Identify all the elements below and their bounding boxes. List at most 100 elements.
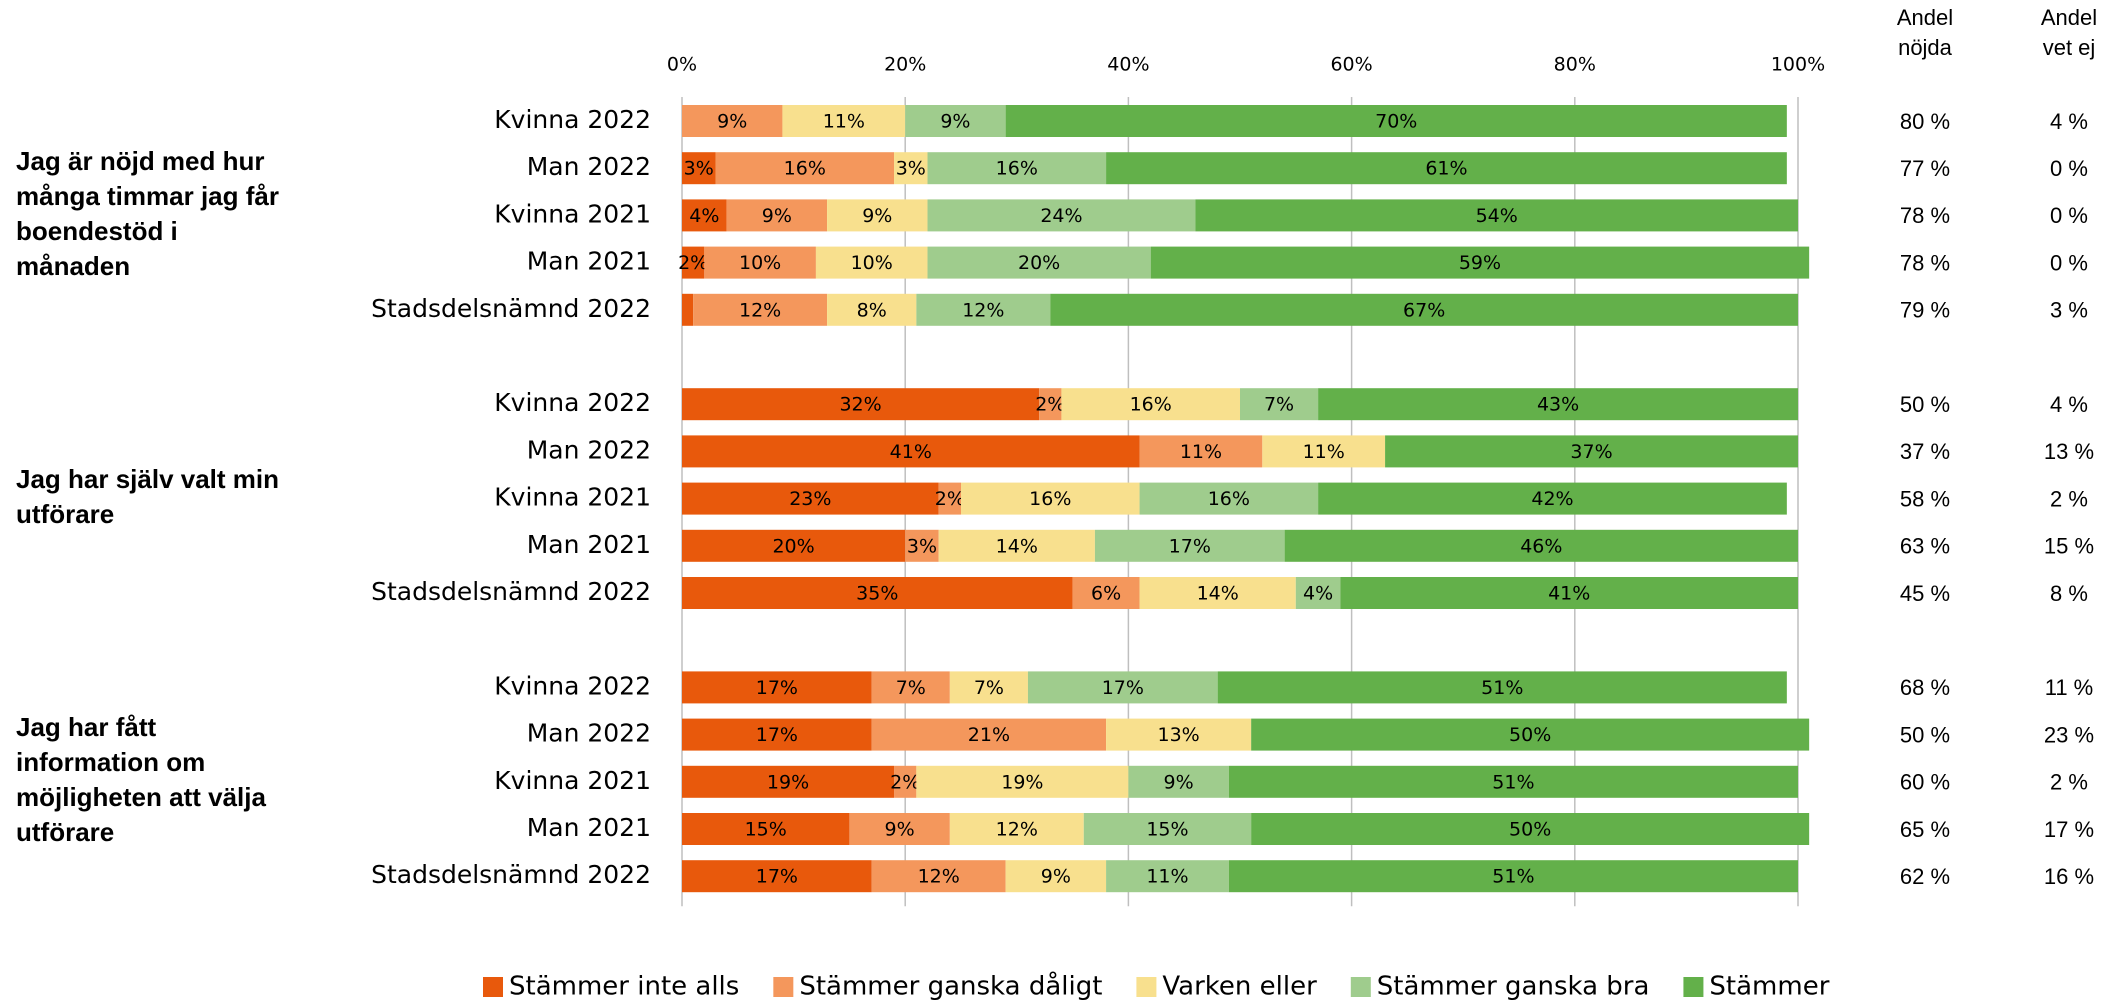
column-value: 17 %: [2044, 817, 2094, 842]
column-header: Andel: [2041, 5, 2097, 30]
column-value: 4 %: [2050, 109, 2088, 134]
value-label: 51%: [1492, 771, 1534, 793]
category-label: Man 2022: [527, 152, 651, 181]
column-value: 11 %: [2045, 675, 2094, 700]
bar-segment: [1262, 435, 1386, 468]
value-label: 16%: [784, 158, 826, 180]
value-label: 3%: [907, 535, 937, 557]
legend-swatch: [1350, 977, 1371, 997]
x-tick-label: 40%: [1107, 54, 1149, 76]
value-label: 42%: [1531, 488, 1573, 510]
group-label: boendestöd i: [16, 216, 178, 246]
value-label: 6%: [1091, 583, 1121, 605]
column-value: 50 %: [1900, 722, 1950, 747]
bar-segment: [1072, 577, 1140, 609]
bar-segment: [1083, 813, 1252, 845]
bar-segment: [693, 293, 828, 326]
value-label: 17%: [756, 724, 798, 746]
value-label: 43%: [1537, 394, 1579, 416]
value-label: 14%: [996, 535, 1038, 557]
bar-segment: [1050, 293, 1798, 326]
group-label: utförare: [16, 499, 114, 529]
column-header: Andel: [1897, 5, 1953, 30]
legend-label: Stämmer: [1709, 972, 1829, 1002]
value-label: 35%: [856, 583, 898, 605]
value-label: 12%: [918, 866, 960, 888]
value-label: 70%: [1375, 111, 1417, 133]
group-label: utförare: [16, 817, 114, 847]
column-value: 3 %: [2050, 298, 2088, 323]
value-label: 2%: [678, 252, 708, 274]
bar-segment: [682, 860, 872, 893]
bar-segment: [1217, 671, 1787, 704]
bar-segment: [682, 435, 1140, 468]
column-value: 65 %: [1900, 817, 1950, 842]
bar-segment: [927, 152, 1107, 185]
value-label: 7%: [974, 677, 1004, 699]
bar-segment: [916, 293, 1051, 326]
value-label: 3%: [684, 158, 714, 180]
bar-segment: [682, 199, 727, 232]
value-label: 16%: [996, 158, 1038, 180]
category-label: Stadsdelsnämnd 2022: [371, 860, 651, 889]
bar-segment: [1106, 860, 1229, 893]
bar-segment: [1094, 529, 1285, 562]
value-label: 9%: [862, 205, 892, 227]
bar-segment: [871, 860, 1006, 893]
x-tick-label: 0%: [667, 54, 697, 76]
legend-label: Varken eller: [1162, 972, 1317, 1002]
bar-segment: [682, 482, 939, 515]
column-value: 0 %: [2050, 156, 2088, 181]
bar-segment: [682, 718, 872, 751]
bar-segment: [927, 246, 1151, 279]
value-label: 15%: [1146, 819, 1188, 841]
bar-segment: [927, 199, 1196, 232]
bar-segment: [1318, 388, 1798, 421]
column-value: 45 %: [1900, 581, 1950, 606]
value-label: 61%: [1425, 158, 1467, 180]
bar-segment: [1139, 435, 1263, 468]
value-label: 8%: [857, 299, 887, 321]
bar-segment: [1228, 860, 1798, 893]
value-label: 15%: [745, 819, 787, 841]
group-label: Jag har fått: [16, 712, 156, 742]
bar-segment: [1128, 765, 1229, 798]
value-label: 16%: [1208, 488, 1250, 510]
value-label: 3%: [896, 158, 926, 180]
bar-segment: [827, 199, 928, 232]
value-label: 50%: [1509, 819, 1551, 841]
value-label: 46%: [1520, 535, 1562, 557]
value-label: 14%: [1197, 583, 1239, 605]
value-label: 20%: [1018, 252, 1060, 274]
value-label: 37%: [1570, 441, 1612, 463]
category-label: Stadsdelsnämnd 2022: [371, 294, 651, 323]
value-label: 13%: [1158, 724, 1200, 746]
value-label: 19%: [1001, 771, 1043, 793]
value-label: 11%: [1303, 441, 1345, 463]
column-value: 60 %: [1900, 770, 1950, 795]
value-label: 54%: [1476, 205, 1518, 227]
x-tick-label: 20%: [884, 54, 926, 76]
bar-segment: [682, 765, 895, 798]
value-label: 17%: [1102, 677, 1144, 699]
value-label: 16%: [1130, 394, 1172, 416]
column-value: 0 %: [2050, 250, 2088, 275]
value-label: 41%: [890, 441, 932, 463]
bar-segment: [938, 529, 1095, 562]
bar-segment: [871, 718, 1107, 751]
value-label: 9%: [762, 205, 792, 227]
bar-segment: [1251, 813, 1810, 845]
bar-segment: [1240, 388, 1319, 421]
value-label: 41%: [1548, 583, 1590, 605]
bar-segment: [1295, 577, 1341, 609]
group-label: möjligheten att välja: [16, 782, 266, 812]
value-label: 59%: [1459, 252, 1501, 274]
bar-segment: [949, 671, 1028, 704]
value-label: 24%: [1040, 205, 1082, 227]
group-label: månaden: [16, 251, 130, 281]
bar-segment: [827, 293, 917, 326]
column-value: 37 %: [1900, 439, 1950, 464]
column-value: 63 %: [1900, 534, 1950, 559]
value-label: 10%: [739, 252, 781, 274]
bar-segment: [1318, 482, 1787, 515]
